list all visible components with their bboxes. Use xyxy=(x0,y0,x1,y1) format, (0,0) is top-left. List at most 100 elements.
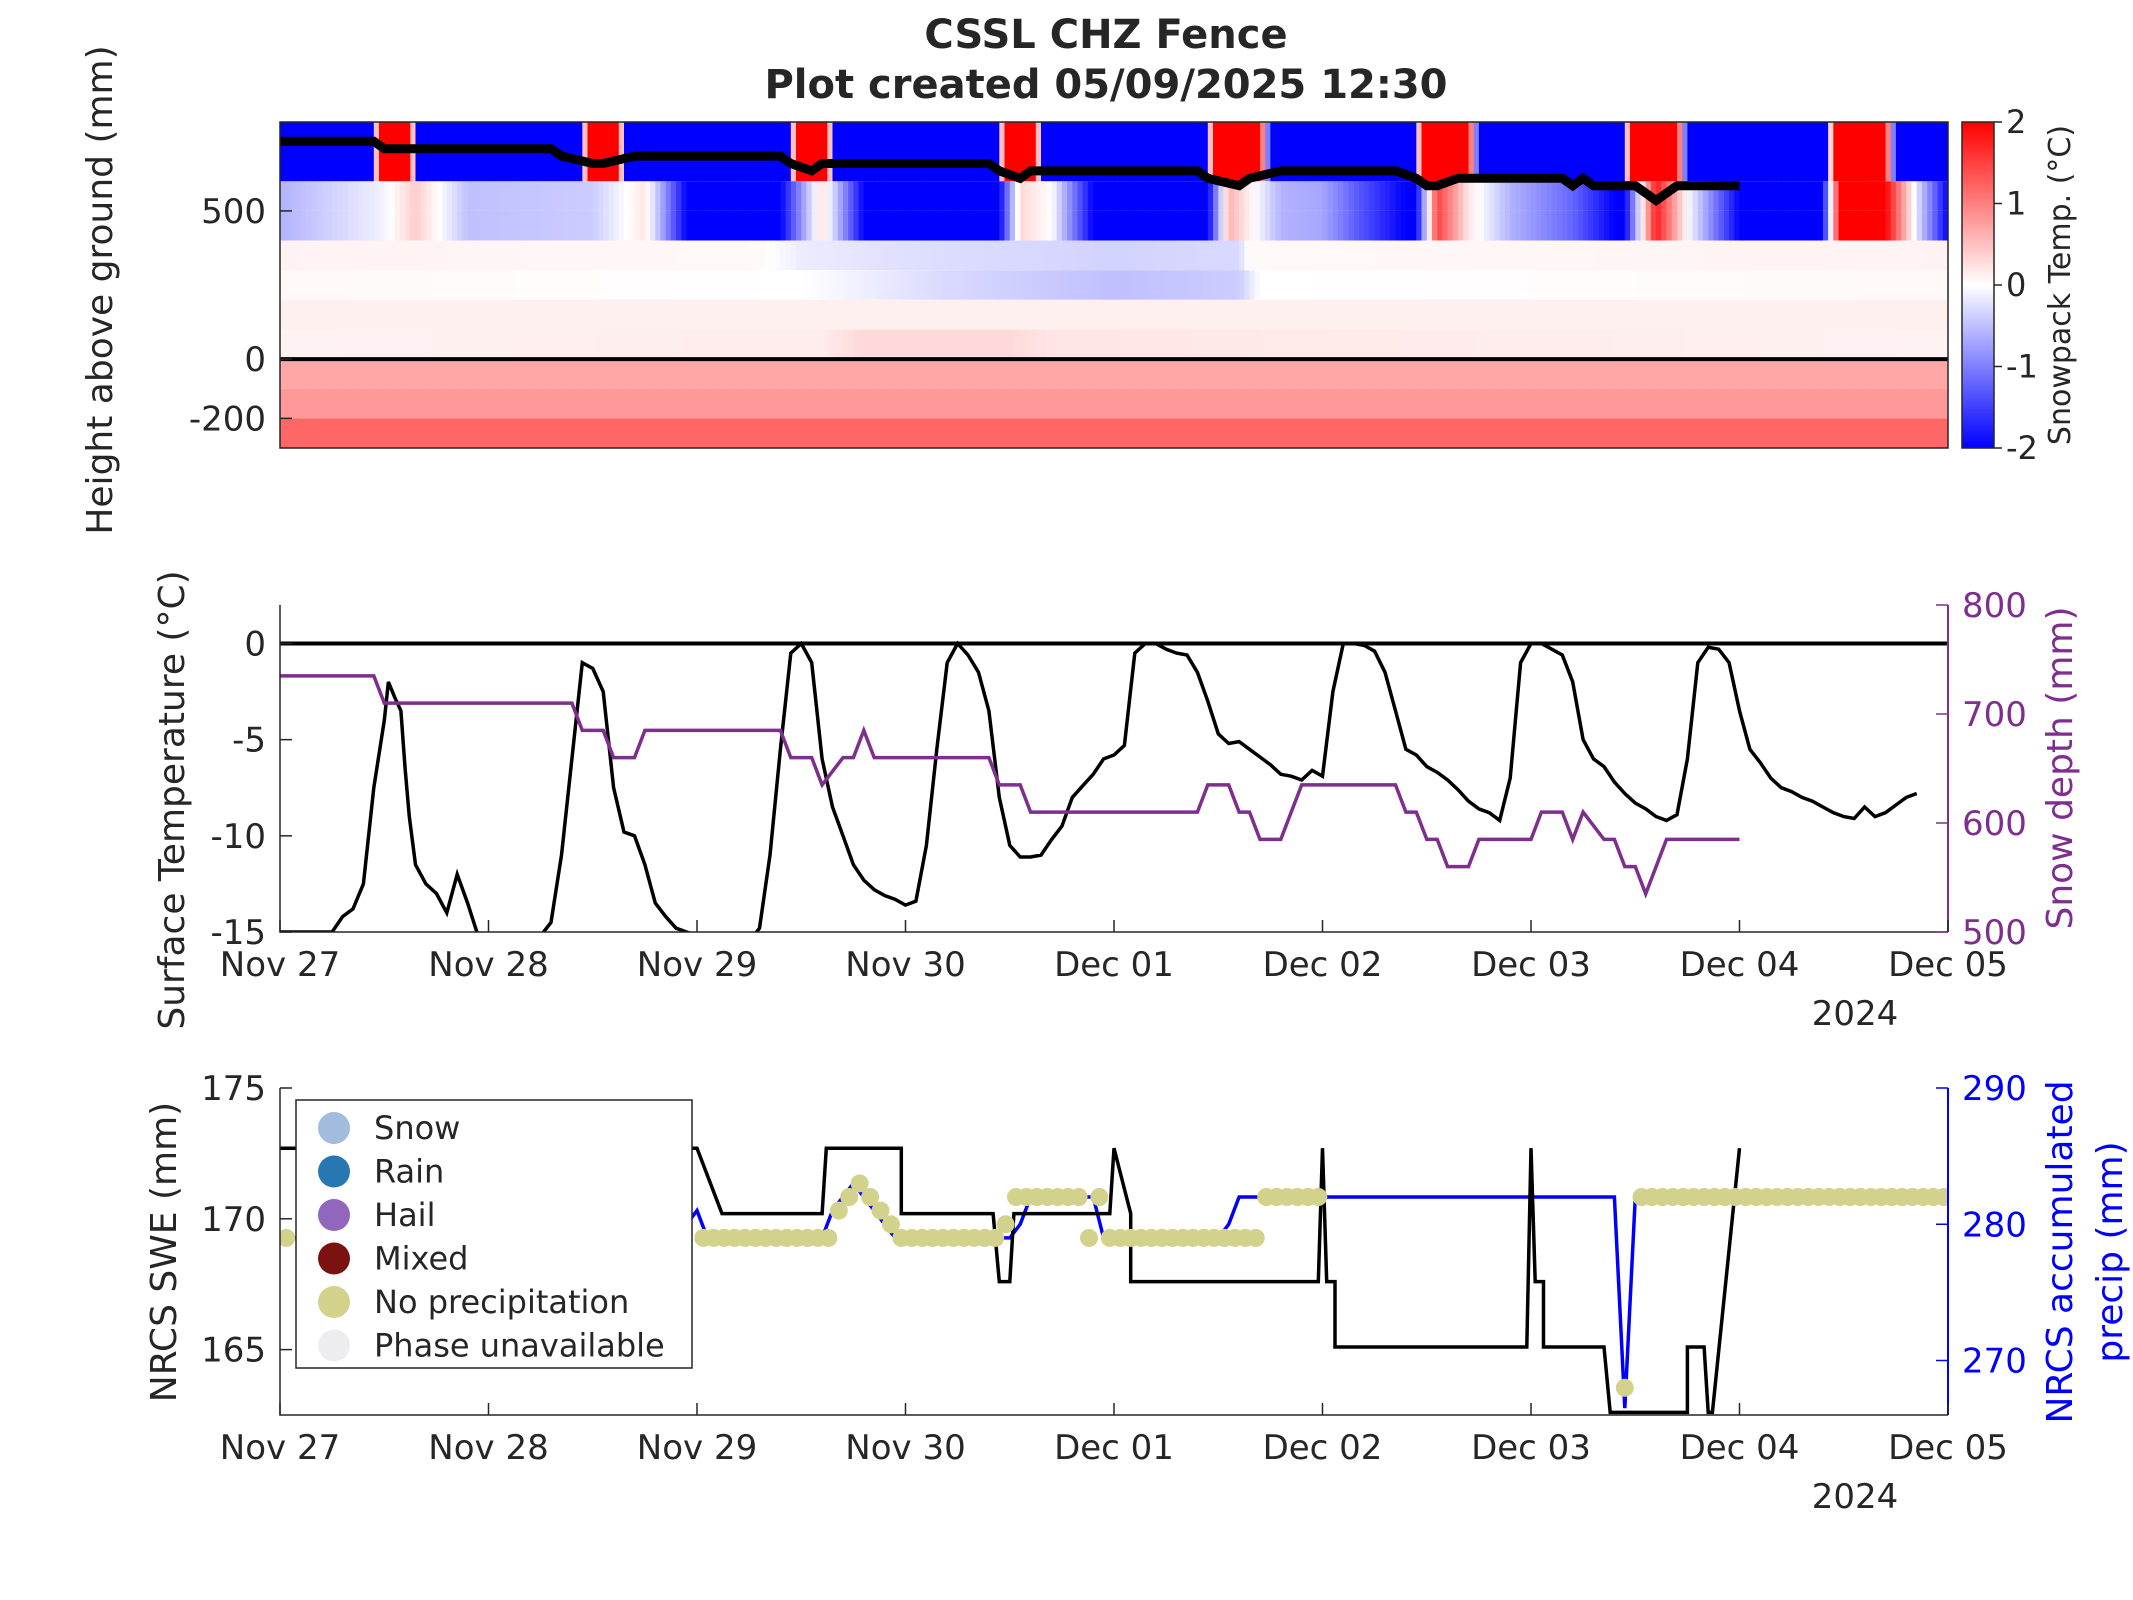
heatmap-cell xyxy=(1025,210,1032,241)
heatmap-cell xyxy=(754,299,761,330)
heatmap-cell xyxy=(1666,122,1673,182)
heatmap-cell xyxy=(1541,359,1548,389)
surface-temp-axes-frame xyxy=(279,605,1948,933)
heatmap-cell xyxy=(712,418,719,448)
heatmap-cell xyxy=(999,240,1006,271)
heatmap-cell xyxy=(1426,181,1433,211)
heatmap-cell xyxy=(1593,122,1600,182)
legend-marker xyxy=(318,1329,350,1362)
heatmap-cell xyxy=(1432,240,1438,271)
heatmap-cell xyxy=(1843,122,1850,182)
heatmap-cell xyxy=(1155,122,1162,182)
heatmap-cell xyxy=(483,359,490,389)
heatmap-cell xyxy=(1916,122,1923,182)
heatmap-cell xyxy=(1770,210,1777,241)
heatmap-cell xyxy=(1630,329,1636,360)
heatmap-cell xyxy=(1103,122,1110,182)
heatmap-cell xyxy=(551,329,557,360)
heatmap-cell xyxy=(816,329,823,360)
heatmap-cell xyxy=(1473,270,1480,300)
heatmap-cell xyxy=(1531,299,1537,330)
heatmap-cell xyxy=(363,181,370,211)
heatmap-cell xyxy=(869,122,875,182)
heatmap-cell xyxy=(1087,418,1094,448)
heatmap-cell xyxy=(999,329,1006,360)
heatmap-cell xyxy=(1426,418,1433,448)
heatmap-cell xyxy=(1776,388,1782,419)
heatmap-cell xyxy=(535,388,542,419)
heatmap-cell xyxy=(290,181,297,211)
heatmap-cell xyxy=(1035,388,1042,419)
heatmap-cell xyxy=(895,418,901,448)
heatmap-cell xyxy=(1583,388,1589,419)
heatmap-cell xyxy=(1359,122,1365,182)
heatmap-cell xyxy=(1306,240,1313,271)
heatmap-cell xyxy=(1275,299,1282,330)
heatmap-cell xyxy=(446,240,453,271)
heatmap-cell xyxy=(1442,299,1449,330)
heatmap-cell xyxy=(749,240,755,271)
heatmap-cell xyxy=(1254,359,1261,389)
heatmap-cell xyxy=(1744,388,1751,419)
heatmap-cell xyxy=(764,359,771,389)
heatmap-cell xyxy=(379,210,385,241)
heatmap-cell xyxy=(1885,122,1892,182)
heatmap-cell xyxy=(1145,240,1152,271)
heatmap-cell xyxy=(1692,418,1699,448)
heatmap-cell xyxy=(936,359,943,389)
heatmap-cell xyxy=(1374,388,1381,419)
heatmap-cell xyxy=(650,270,656,300)
heatmap-cell xyxy=(1046,181,1053,211)
heatmap-cell xyxy=(1359,299,1365,330)
heatmap-cell xyxy=(1656,329,1662,360)
heatmap-cell xyxy=(1604,210,1610,241)
heatmap-cell xyxy=(1786,299,1793,330)
heatmap-cell xyxy=(358,181,365,211)
heatmap-cell xyxy=(994,210,1000,241)
heatmap-cell xyxy=(608,240,615,271)
surface-temp-x-tick-label: Dec 05 xyxy=(1888,945,2008,985)
heatmap-cell xyxy=(1869,418,1876,448)
heatmap-cell xyxy=(389,388,396,419)
heatmap-cell xyxy=(1541,418,1548,448)
heatmap-cell xyxy=(1906,329,1913,360)
heatmap-cell xyxy=(1218,299,1225,330)
heatmap-cell xyxy=(530,181,537,211)
heatmap-cell xyxy=(1942,359,1948,389)
heatmap-cell xyxy=(504,240,510,271)
heatmap-cell xyxy=(441,418,448,448)
heatmap-cell xyxy=(884,240,891,271)
heatmap-cell xyxy=(816,181,823,211)
heatmap-cell xyxy=(1400,299,1407,330)
heatmap-cell xyxy=(1551,388,1558,419)
heatmap-cell xyxy=(1765,270,1772,300)
heatmap-cell xyxy=(686,329,693,360)
heatmap-cell xyxy=(764,270,771,300)
heatmap-cell xyxy=(936,388,943,419)
heatmap-cell xyxy=(988,359,995,389)
heatmap-cell xyxy=(1661,299,1668,330)
heatmap-cell xyxy=(1280,388,1287,419)
heatmap-cell xyxy=(1009,299,1016,330)
heatmap-cell xyxy=(498,181,505,211)
heatmap-cell xyxy=(1254,418,1261,448)
heatmap-cell xyxy=(926,210,933,241)
heatmap-cell xyxy=(1129,388,1136,419)
heatmap-cell xyxy=(1395,329,1402,360)
heatmap-cell xyxy=(1458,418,1464,448)
heatmap-cell xyxy=(1515,122,1522,182)
heatmap-cell xyxy=(316,122,323,182)
heatmap-cell xyxy=(1473,299,1480,330)
heatmap-cell xyxy=(321,329,328,360)
heatmap-cell xyxy=(1291,210,1298,241)
heatmap-cell xyxy=(405,299,411,330)
heatmap-cell xyxy=(1249,418,1256,448)
heatmap-cell xyxy=(1207,418,1214,448)
heatmap-cell xyxy=(598,329,604,360)
heatmap-cell xyxy=(332,210,338,241)
heatmap-cell xyxy=(1869,210,1876,241)
heatmap-cell xyxy=(1697,329,1704,360)
heatmap-cell xyxy=(1280,240,1287,271)
heatmap-cell xyxy=(1687,270,1694,300)
heatmap-cell xyxy=(1301,181,1308,211)
